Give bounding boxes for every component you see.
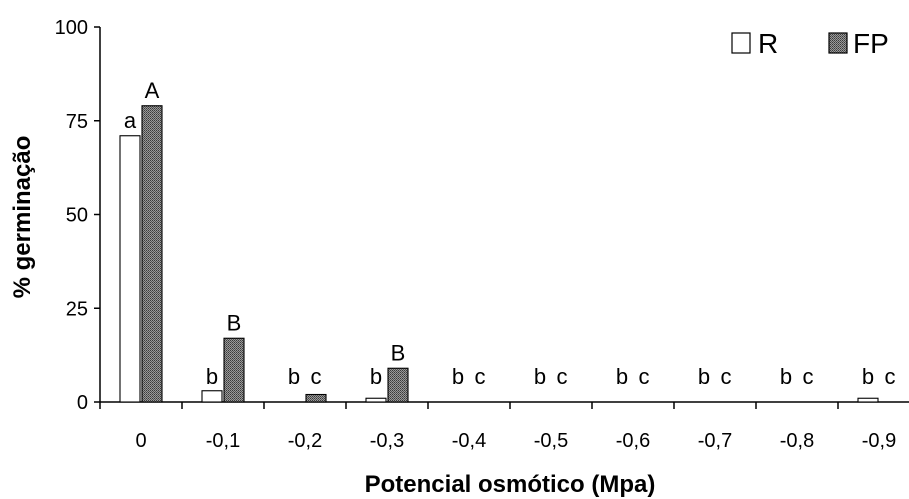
x-tick-label: -0,8 bbox=[780, 430, 814, 452]
x-tick-label: 0 bbox=[135, 430, 146, 452]
y-tick-label: 50 bbox=[66, 205, 88, 227]
bar-fp bbox=[305, 393, 327, 403]
y-tick-label: 75 bbox=[66, 111, 88, 133]
bar-r bbox=[119, 135, 141, 403]
y-tick-label: 100 bbox=[55, 17, 88, 39]
legend-item-fp: FP bbox=[828, 28, 889, 59]
bar-letter-r: b bbox=[780, 364, 792, 389]
legend-swatch-fp bbox=[828, 32, 848, 54]
legend-item-r: R bbox=[731, 28, 778, 59]
y-axis-title: % germinação bbox=[9, 136, 36, 299]
legend-label-r: R bbox=[758, 28, 778, 59]
bar-letter-fp: c bbox=[721, 364, 732, 389]
bar-fp bbox=[223, 337, 245, 403]
bar-letter-r: b bbox=[452, 364, 464, 389]
y-tick-label: 0 bbox=[77, 392, 88, 414]
bar-letter-r: b bbox=[862, 364, 874, 389]
legend: R FP bbox=[731, 28, 889, 59]
x-tick-label: -0,2 bbox=[288, 430, 322, 452]
bar-letter-fp: c bbox=[557, 364, 568, 389]
bar-fp bbox=[141, 105, 163, 403]
y-tick-label: 25 bbox=[66, 298, 88, 320]
x-axis-title: Potencial osmótico (Mpa) bbox=[365, 471, 656, 498]
x-tick-label: -0,5 bbox=[534, 430, 568, 452]
bar-letter-fp: c bbox=[639, 364, 650, 389]
bar-letter-fp: B bbox=[391, 340, 406, 365]
bar-letter-r: b bbox=[370, 364, 382, 389]
bar-r bbox=[365, 397, 387, 403]
x-tick-label: -0,7 bbox=[698, 430, 732, 452]
bar-letter-fp: c bbox=[475, 364, 486, 389]
bar-letter-fp: c bbox=[885, 364, 896, 389]
legend-swatch-r bbox=[731, 32, 751, 54]
bar-letter-r: b bbox=[534, 364, 546, 389]
x-tick-label: -0,3 bbox=[370, 430, 404, 452]
x-tick-label: -0,1 bbox=[206, 430, 240, 452]
x-tick-label: -0,9 bbox=[862, 430, 896, 452]
bar-letter-r: b bbox=[206, 364, 218, 389]
bar-letter-fp: c bbox=[803, 364, 814, 389]
bar-letter-r: b bbox=[288, 364, 300, 389]
bar-letter-fp: B bbox=[227, 310, 242, 335]
bar-fp bbox=[387, 367, 409, 403]
x-tick-label: -0,4 bbox=[452, 430, 486, 452]
bar-letter-fp: c bbox=[311, 364, 322, 389]
bar-letter-r: b bbox=[698, 364, 710, 389]
bar-letter-r: a bbox=[124, 108, 137, 133]
x-tick-label: -0,6 bbox=[616, 430, 650, 452]
bar-r bbox=[201, 390, 223, 403]
bar-letter-fp: A bbox=[145, 78, 160, 103]
bar-r bbox=[857, 397, 879, 403]
legend-label-fp: FP bbox=[853, 28, 889, 59]
bar-letter-r: b bbox=[616, 364, 628, 389]
